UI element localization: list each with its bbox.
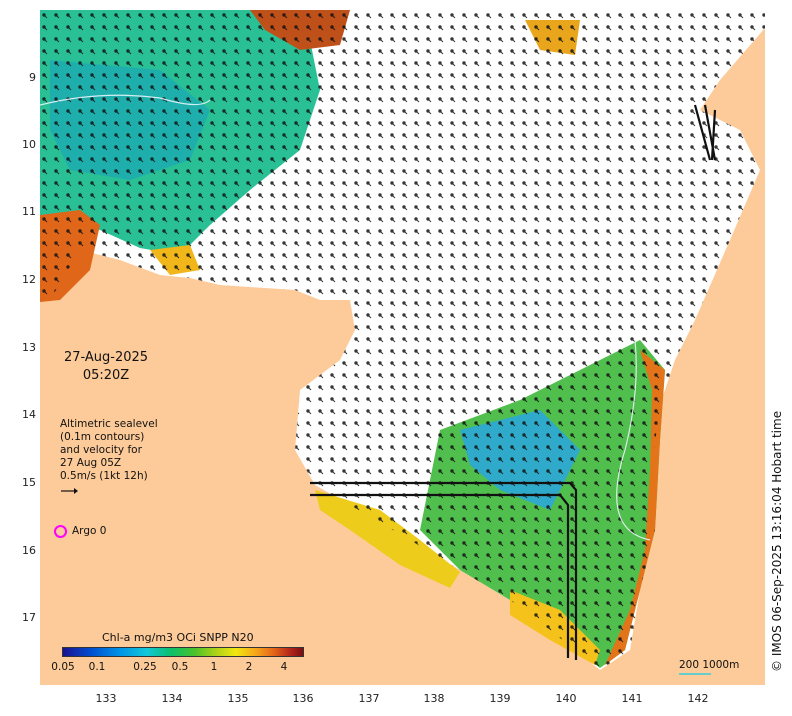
- colorbar-tick: 0.1: [88, 661, 106, 673]
- lon-tick: 136: [292, 692, 314, 705]
- lon-tick: 139: [489, 692, 511, 705]
- depth-scale-bar: [679, 673, 711, 675]
- argo-marker-icon: [54, 525, 67, 538]
- date-time-label: 27-Aug-2025 05:20Z: [60, 349, 152, 385]
- colorbar-tick: 1: [210, 661, 218, 673]
- lon-tick: 141: [621, 692, 643, 705]
- lat-tick: 11: [22, 205, 36, 218]
- lon-tick: 133: [95, 692, 117, 705]
- altimetry-legend: Altimetric sealevel (0.1m contours) and …: [60, 418, 158, 499]
- altimetry-line: (0.1m contours): [60, 431, 145, 443]
- altimetry-line: Altimetric sealevel: [60, 418, 158, 430]
- date-label: 27-Aug-2025: [63, 350, 149, 365]
- lon-tick: 137: [358, 692, 380, 705]
- lat-tick: 16: [22, 544, 36, 557]
- colorbar-tick: 4: [280, 661, 288, 673]
- depth-scale-label: 200 1000m: [679, 659, 740, 671]
- lat-tick: 10: [22, 138, 36, 151]
- lat-tick: 9: [29, 71, 36, 84]
- lon-tick: 138: [423, 692, 445, 705]
- lat-tick: 13: [22, 341, 36, 354]
- velocity-scale-arrow-icon: [61, 488, 78, 494]
- lon-tick: 135: [227, 692, 249, 705]
- lon-tick: 142: [687, 692, 709, 705]
- altimetry-line: 27 Aug 05Z: [60, 457, 122, 469]
- map-svg: [40, 10, 765, 670]
- lat-tick: 12: [22, 273, 36, 286]
- altimetry-line: 0.5m/s (1kt 12h): [60, 470, 148, 482]
- colorbar-tick: 0.05: [51, 661, 75, 673]
- copyright-label: © IMOS 06-Sep-2025 13:16:04 Hobart time: [770, 410, 784, 672]
- lat-tick: 17: [22, 611, 36, 624]
- time-label: 05:20Z: [82, 368, 130, 383]
- lon-tick: 134: [161, 692, 183, 705]
- map-panel[interactable]: [40, 10, 765, 685]
- strong-current-arrows: [310, 104, 717, 660]
- colorbar-tick: 0.25: [133, 661, 157, 673]
- colorbar-tick: 0.5: [171, 661, 189, 673]
- colorbar-tick: 2: [245, 661, 253, 673]
- lat-tick: 15: [22, 476, 36, 489]
- altimetry-line: and velocity for: [60, 444, 142, 456]
- argo-label: Argo 0: [72, 525, 107, 537]
- colorbar-title: Chl-a mg/m3 OCi SNPP N20: [102, 631, 254, 644]
- lon-tick: 140: [555, 692, 577, 705]
- lat-tick: 14: [22, 408, 36, 421]
- colorbar: [62, 647, 304, 657]
